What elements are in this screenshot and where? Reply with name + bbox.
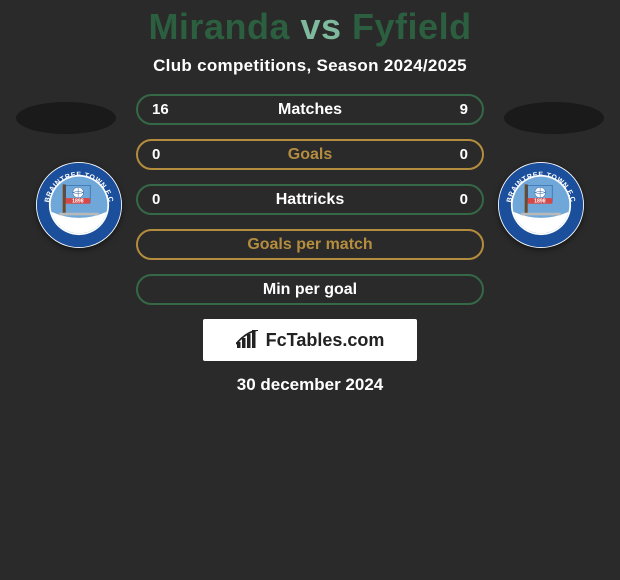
- stat-value-left: 16: [152, 101, 178, 118]
- club-crest-icon: BRAINTREE TOWN F.C THE IRON 1898: [36, 162, 122, 248]
- player-a-shadow: [16, 102, 116, 134]
- player-b-name: Fyfield: [352, 6, 472, 47]
- stat-value-left: 0: [152, 191, 178, 208]
- stat-label: Hattricks: [178, 191, 442, 209]
- stat-row: 0Goals0: [136, 139, 484, 170]
- date: 30 december 2024: [237, 375, 384, 395]
- bar-chart-icon: [236, 330, 260, 350]
- stat-label: Goals: [178, 146, 442, 164]
- stat-value-right: 9: [442, 101, 468, 118]
- stat-row: Min per goal: [136, 274, 484, 305]
- player-a-club-badge: BRAINTREE TOWN F.C THE IRON 1898: [36, 162, 122, 248]
- main-row: BRAINTREE TOWN F.C THE IRON 1898 16Match…: [0, 94, 620, 305]
- site-logo[interactable]: FcTables.com: [203, 319, 417, 361]
- left-column: BRAINTREE TOWN F.C THE IRON 1898: [16, 94, 136, 248]
- stat-label: Goals per match: [178, 236, 442, 254]
- stat-value-left: 0: [152, 146, 178, 163]
- stats-list: 16Matches90Goals00Hattricks0Goals per ma…: [136, 94, 484, 305]
- vs-text: vs: [300, 6, 341, 47]
- player-a-name: Miranda: [148, 6, 290, 47]
- svg-text:1898: 1898: [534, 199, 546, 205]
- stat-label: Min per goal: [178, 281, 442, 299]
- stat-row: 16Matches9: [136, 94, 484, 125]
- player-b-shadow: [504, 102, 604, 134]
- site-logo-text: FcTables.com: [266, 330, 385, 351]
- svg-text:1898: 1898: [72, 199, 84, 205]
- stat-label: Matches: [178, 101, 442, 119]
- logo-suffix: Tables.com: [287, 330, 385, 350]
- player-b-club-badge: BRAINTREE TOWN F.C THE IRON 1898: [498, 162, 584, 248]
- subtitle: Club competitions, Season 2024/2025: [153, 56, 467, 76]
- page-title: Miranda vs Fyfield: [148, 6, 471, 48]
- club-crest-icon: BRAINTREE TOWN F.C THE IRON 1898: [498, 162, 584, 248]
- right-column: BRAINTREE TOWN F.C THE IRON 1898: [484, 94, 604, 248]
- logo-prefix: Fc: [266, 330, 287, 350]
- stat-value-right: 0: [442, 146, 468, 163]
- stat-row: Goals per match: [136, 229, 484, 260]
- stat-value-right: 0: [442, 191, 468, 208]
- stat-row: 0Hattricks0: [136, 184, 484, 215]
- stats-card: Miranda vs Fyfield Club competitions, Se…: [0, 0, 620, 395]
